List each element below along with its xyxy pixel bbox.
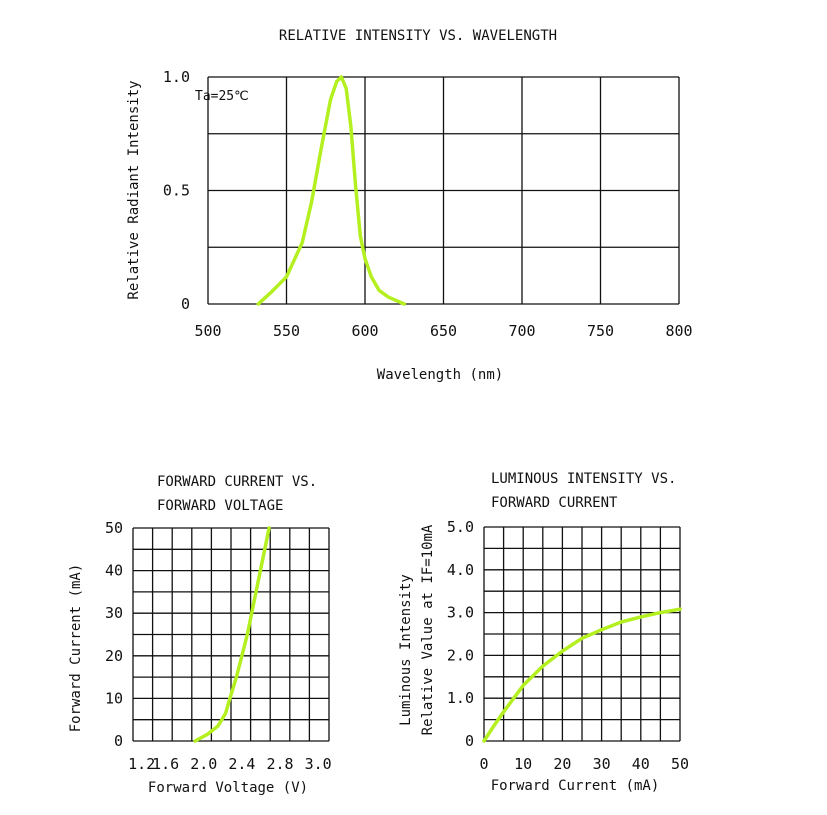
x-tick-label: 2.0: [190, 755, 217, 773]
y-tick-label: 1.0: [447, 689, 474, 707]
x-tick-label: 550: [273, 322, 300, 340]
y-tick-label: 40: [105, 562, 123, 580]
y-tick-label: 0: [114, 732, 123, 750]
series-line-IV-IF: [482, 607, 682, 743]
x-tick-label: 10: [514, 755, 532, 773]
chart1-annotation: Ta=25℃: [195, 89, 249, 104]
x-tick-label: 750: [587, 322, 614, 340]
chart3-ylabel-line2: Relative Value at IF=10mA: [420, 524, 436, 735]
chart2-title-line2: FORWARD VOLTAGE: [157, 498, 283, 514]
y-tick-label: 50: [105, 519, 123, 537]
chart-luminous-intensity-current: LUMINOUS INTENSITY VS. FORWARD CURRENT 0…: [398, 471, 689, 794]
y-tick-label: 10: [105, 689, 123, 707]
y-tick-label: 0: [465, 732, 474, 750]
y-tick-label: 0.5: [163, 182, 190, 200]
x-tick-label: 500: [194, 322, 221, 340]
x-tick-label: 700: [508, 322, 535, 340]
x-tick-label: 30: [593, 755, 611, 773]
x-tick-label: 1.2: [128, 755, 155, 773]
x-tick-label: 600: [351, 322, 378, 340]
x-tick-label: 800: [665, 322, 692, 340]
y-tick-label: 3.0: [447, 604, 474, 622]
chart1-title: RELATIVE INTENSITY VS. WAVELENGTH: [279, 28, 557, 44]
x-tick-label: 1.6: [152, 755, 179, 773]
x-tick-label: 650: [430, 322, 457, 340]
x-tick-label: 2.4: [228, 755, 255, 773]
x-tick-label: 20: [553, 755, 571, 773]
chart1-ylabel: Relative Radiant Intensity: [126, 80, 142, 299]
x-tick-label: 3.0: [305, 755, 332, 773]
chart3-ylabel-line1: Luminous Intensity: [398, 574, 414, 726]
y-tick-label: 4.0: [447, 561, 474, 579]
series-line-IF-VF: [193, 526, 271, 743]
y-tick-label: 5.0: [447, 518, 474, 536]
series-line-spectrum: [256, 75, 407, 306]
x-tick-label: 50: [671, 755, 689, 773]
chart3-title-line1: LUMINOUS INTENSITY VS.: [491, 471, 676, 487]
chart-forward-current-voltage: FORWARD CURRENT VS. FORWARD VOLTAGE 1.21…: [68, 474, 332, 796]
y-tick-label: 20: [105, 647, 123, 665]
y-tick-label: 2.0: [447, 646, 474, 664]
chart1-xlabel: Wavelength (nm): [377, 367, 503, 383]
chart2-xlabel: Forward Voltage (V): [148, 780, 308, 796]
chart3-title-line2: FORWARD CURRENT: [491, 495, 618, 511]
x-tick-label: 0: [479, 755, 488, 773]
x-tick-label: 40: [632, 755, 650, 773]
chart3-xlabel: Forward Current (mA): [491, 778, 660, 794]
x-tick-label: 2.8: [266, 755, 293, 773]
y-tick-label: 30: [105, 604, 123, 622]
y-tick-label: 0: [181, 295, 190, 313]
chart2-title-line1: FORWARD CURRENT VS.: [157, 474, 317, 490]
y-tick-label: 1.0: [163, 68, 190, 86]
chart-relative-intensity: RELATIVE INTENSITY VS. WAVELENGTH 500 550…: [126, 28, 693, 383]
chart2-ylabel: Forward Current (mA): [68, 564, 84, 733]
